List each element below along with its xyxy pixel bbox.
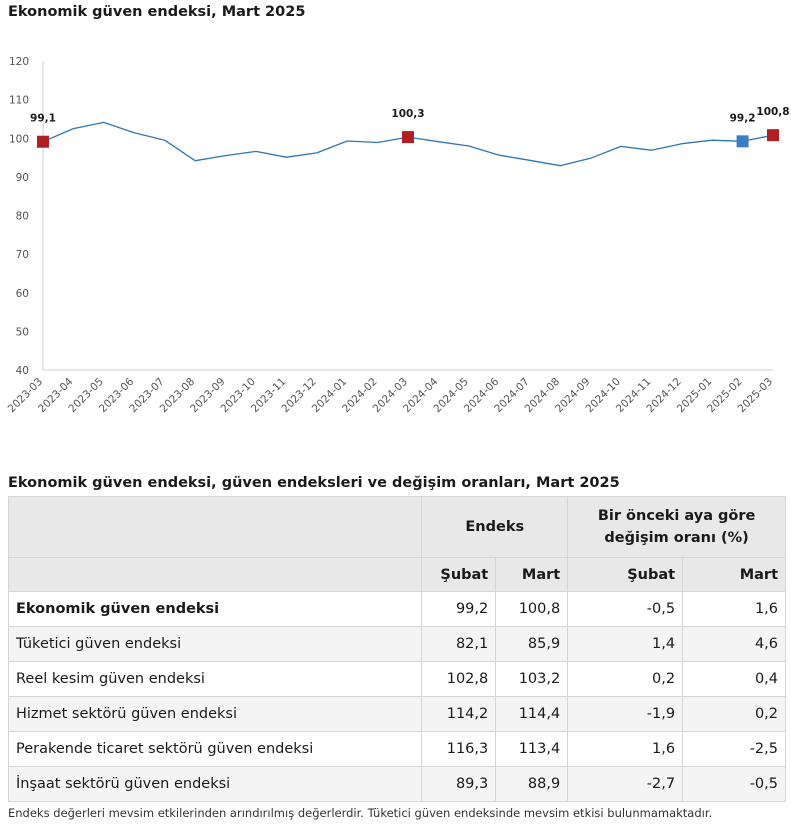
table-row: İnşaat sektörü güven endeksi 89,3 88,9 -… xyxy=(7,766,786,802)
chart-title: Ekonomik güven endeksi, Mart 2025 xyxy=(8,4,306,20)
cell-endeks-mart: 103,2 xyxy=(495,661,569,697)
row-label: Tüketici güven endeksi xyxy=(7,626,423,662)
y-tick-label: 60 xyxy=(16,288,29,300)
row-label: İnşaat sektörü güven endeksi xyxy=(7,766,423,802)
table-row: Ekonomik güven endeksi 99,2 100,8 -0,5 1… xyxy=(7,591,786,627)
line-chart: 4050607080901001101202023-032023-042023-… xyxy=(6,56,790,415)
row-label: Hizmet sektörü güven endeksi xyxy=(7,696,423,732)
header-endeks: Endeks xyxy=(421,496,569,558)
table-row: Tüketici güven endeksi 82,1 85,9 1,4 4,6 xyxy=(7,626,786,662)
cell-change-subat: 1,6 xyxy=(567,731,684,767)
data-point-marker xyxy=(736,135,749,148)
y-tick-label: 40 xyxy=(16,365,29,377)
y-tick-label: 70 xyxy=(16,249,29,261)
row-label: Reel kesim güven endeksi xyxy=(7,661,423,697)
confidence-index-table: Endeks Bir önceki aya göre değişim oranı… xyxy=(7,496,786,802)
cell-change-subat: -0,5 xyxy=(567,591,684,627)
footnote: Endeks değerleri mevsim etkilerinden arı… xyxy=(8,806,713,820)
cell-endeks-mart: 88,9 xyxy=(495,766,569,802)
y-tick-label: 110 xyxy=(9,95,29,107)
cell-endeks-subat: 82,1 xyxy=(421,626,497,662)
cell-change-mart: 4,6 xyxy=(682,626,786,662)
header-blank xyxy=(7,496,423,558)
header-change-rate: Bir önceki aya göre değişim oranı (%) xyxy=(567,496,786,558)
cell-endeks-mart: 100,8 xyxy=(495,591,569,627)
cell-change-subat: -1,9 xyxy=(567,696,684,732)
table-title: Ekonomik güven endeksi, güven endeksleri… xyxy=(8,475,620,491)
cell-endeks-mart: 114,4 xyxy=(495,696,569,732)
cell-change-mart: -2,5 xyxy=(682,731,786,767)
cell-endeks-subat: 116,3 xyxy=(421,731,497,767)
row-label: Ekonomik güven endeksi xyxy=(7,591,423,627)
data-point-marker xyxy=(767,129,779,142)
row-label: Perakende ticaret sektörü güven endeksi xyxy=(7,731,423,767)
table-row: Reel kesim güven endeksi 102,8 103,2 0,2… xyxy=(7,661,786,697)
cell-endeks-mart: 85,9 xyxy=(495,626,569,662)
table-row: Perakende ticaret sektörü güven endeksi … xyxy=(7,731,786,767)
cell-endeks-subat: 99,2 xyxy=(421,591,497,627)
cell-change-mart: 1,6 xyxy=(682,591,786,627)
y-tick-label: 80 xyxy=(16,211,29,223)
subheader-endeks-subat: Şubat xyxy=(421,557,497,592)
subheader-change-subat: Şubat xyxy=(567,557,684,592)
data-label: 100,8 xyxy=(756,106,789,118)
subheader-blank xyxy=(7,557,423,592)
subheader-change-mart: Mart xyxy=(682,557,786,592)
y-tick-label: 90 xyxy=(16,172,29,184)
series-line xyxy=(42,121,774,167)
data-label: 99,1 xyxy=(30,113,56,125)
data-point-marker xyxy=(37,135,49,148)
cell-change-mart: 0,2 xyxy=(682,696,786,732)
cell-endeks-mart: 113,4 xyxy=(495,731,569,767)
subheader-endeks-mart: Mart xyxy=(495,557,569,592)
y-tick-label: 100 xyxy=(9,133,29,145)
data-label: 100,3 xyxy=(391,108,424,120)
y-tick-label: 120 xyxy=(9,56,29,68)
cell-endeks-subat: 114,2 xyxy=(421,696,497,732)
cell-change-subat: -2,7 xyxy=(567,766,684,802)
data-point-marker xyxy=(402,131,414,144)
cell-change-mart: -0,5 xyxy=(682,766,786,802)
cell-endeks-subat: 102,8 xyxy=(421,661,497,697)
table-row: Hizmet sektörü güven endeksi 114,2 114,4… xyxy=(7,696,786,732)
cell-change-subat: 0,2 xyxy=(567,661,684,697)
y-tick-label: 50 xyxy=(16,326,29,338)
cell-change-mart: 0,4 xyxy=(682,661,786,697)
cell-endeks-subat: 89,3 xyxy=(421,766,497,802)
cell-change-subat: 1,4 xyxy=(567,626,684,662)
data-label: 99,2 xyxy=(730,112,756,124)
